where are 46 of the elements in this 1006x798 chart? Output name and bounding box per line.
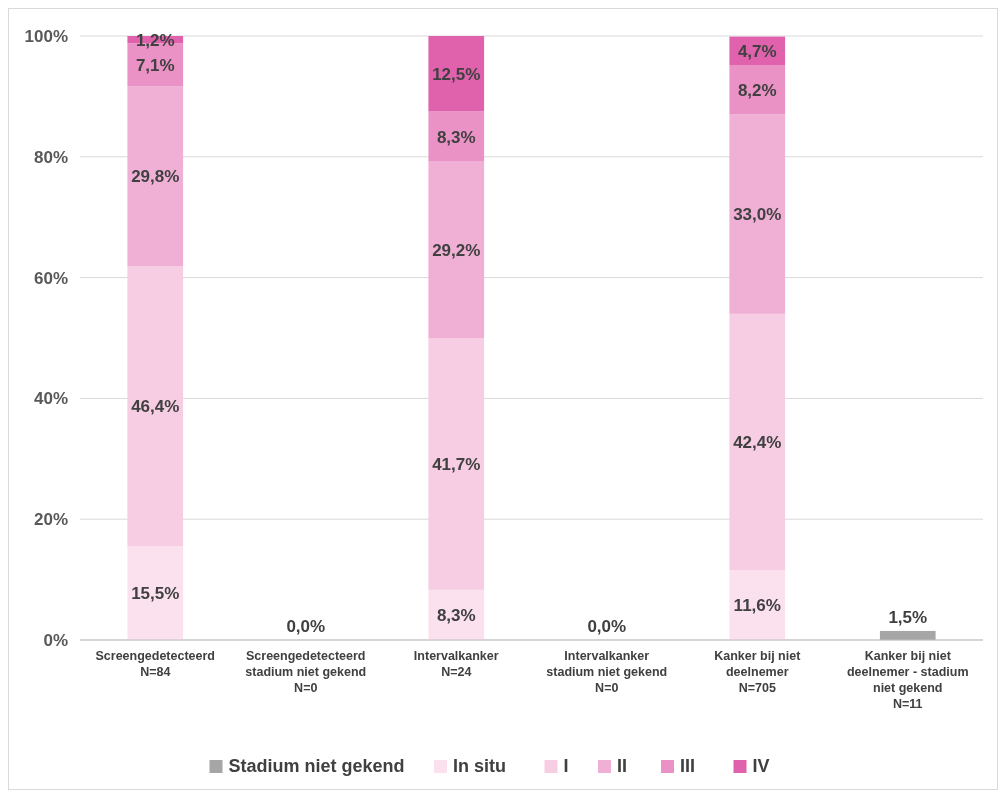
data-label: 1,2% <box>135 31 175 50</box>
y-tick-label: 100% <box>24 27 68 46</box>
y-tick-label: 40% <box>33 389 68 409</box>
bar <box>729 64 786 115</box>
data-label: 7,1% <box>135 55 175 75</box>
data-label: 29,2% <box>432 240 481 260</box>
data-label: 11,6% <box>733 595 781 615</box>
data-label: 15,5% <box>131 584 180 604</box>
data-label: 41,7% <box>432 454 481 474</box>
x-tick-label: Kanker bij niet deelnemer - stadium niet gekend N=11 <box>846 649 969 711</box>
y-tick-label: 60% <box>33 268 68 288</box>
data-label: 33,0% <box>733 205 782 225</box>
bar <box>428 338 485 590</box>
y-tick-label: 0% <box>43 631 68 650</box>
data-label: 12,5% <box>432 64 481 84</box>
bar <box>428 161 485 338</box>
data-label: 1,5% <box>888 607 928 627</box>
bar <box>127 266 184 547</box>
legend-label: Stadium niet gekend <box>228 756 405 776</box>
legend-label: II <box>617 756 628 776</box>
data-label: 46,4% <box>131 397 180 417</box>
data-label: 8,3% <box>436 127 476 147</box>
bar <box>729 569 786 640</box>
bar <box>127 546 184 640</box>
x-tick-label: Kanker bij niet deelnemer N=705 <box>714 649 802 695</box>
data-label: 29,8% <box>131 167 180 187</box>
legend-label: III <box>680 756 696 776</box>
y-tick-label: 20% <box>33 510 68 530</box>
data-label: 8,2% <box>737 80 777 100</box>
data-label: 0,0% <box>286 617 326 636</box>
x-tick-label: Intervalkanker stadium niet gekend N=0 <box>546 649 668 695</box>
legend-label: I <box>563 756 569 776</box>
y-tick-label: 80% <box>33 147 68 167</box>
x-tick-label: Screengedetecteerd N=84 <box>95 649 216 679</box>
data-label: 42,4% <box>733 432 782 452</box>
bar <box>729 313 786 570</box>
bar <box>729 114 786 314</box>
bar <box>428 36 485 112</box>
legend-label: IV <box>752 756 770 776</box>
data-label: 0,0% <box>587 617 627 636</box>
data-label: 4,7% <box>737 41 777 61</box>
x-tick-label: Intervalkanker N=24 <box>413 649 499 679</box>
bar <box>127 86 184 267</box>
legend-label: In situ <box>453 756 506 776</box>
x-tick-label: Screengedetecteerd stadium niet gekend N=0 <box>245 649 367 695</box>
data-label: 8,3% <box>436 605 476 625</box>
